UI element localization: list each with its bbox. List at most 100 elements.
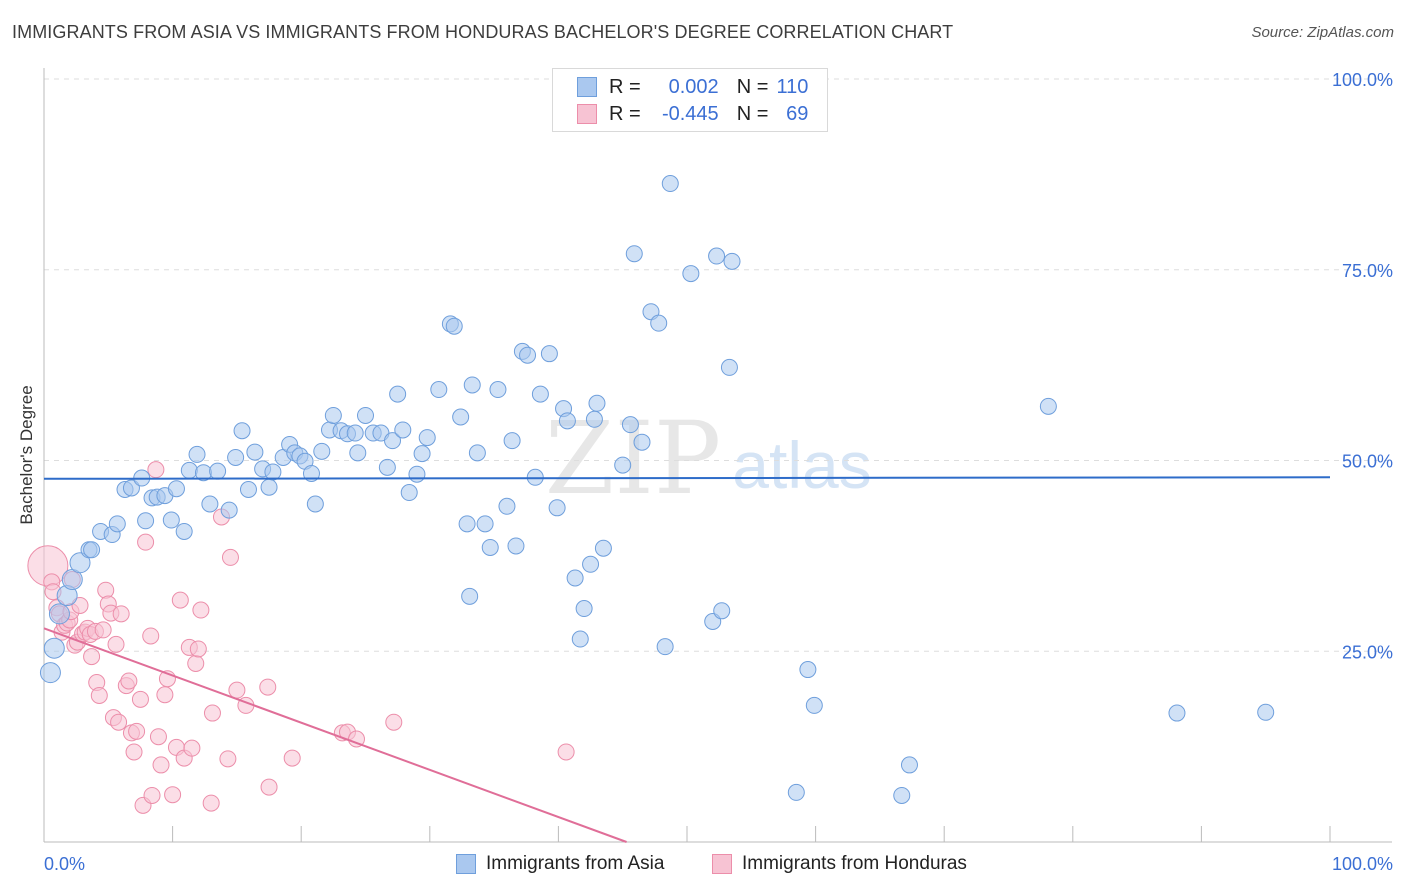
asia-point: [452, 408, 470, 426]
asia-point: [162, 511, 180, 529]
asia-point: [201, 495, 219, 513]
honduras-point: [187, 654, 205, 672]
asia-point: [585, 410, 603, 428]
asia-point: [893, 786, 911, 804]
source-note: Source: ZipAtlas.com: [1251, 24, 1394, 41]
asia-point: [346, 424, 364, 442]
asia-point: [661, 175, 679, 193]
y-tick-label: 75.0%: [1342, 261, 1393, 281]
trend-lines: [43, 476, 1331, 843]
asia-point: [313, 442, 331, 460]
asia-point: [531, 385, 549, 403]
legend-swatch-honduras: [577, 104, 597, 124]
asia-point: [458, 515, 476, 533]
chart-title: IMMIGRANTS FROM ASIA VS IMMIGRANTS FROM …: [12, 22, 954, 42]
asia-point: [69, 552, 91, 574]
asia-point: [548, 499, 566, 517]
asia-point: [723, 252, 741, 270]
honduras-point: [143, 786, 161, 804]
asia-point: [167, 480, 185, 498]
honduras-point: [94, 621, 112, 639]
asia-point: [83, 541, 101, 559]
asia-point: [302, 464, 320, 482]
asia-point: [1257, 703, 1275, 721]
honduras-point: [183, 739, 201, 757]
legend-r-value: -0.445: [661, 102, 719, 125]
asia-point: [227, 448, 245, 466]
honduras-point: [120, 672, 138, 690]
bottom-legend-honduras: Immigrants from Honduras: [712, 853, 967, 875]
honduras-point: [202, 794, 220, 812]
asia-point: [445, 317, 463, 335]
asia-point: [720, 358, 738, 376]
honduras-point: [152, 756, 170, 774]
asia-point: [656, 638, 674, 656]
asia-point: [463, 376, 481, 394]
asia-point: [188, 445, 206, 463]
honduras-point: [112, 605, 130, 623]
honduras-point: [228, 681, 246, 699]
y-tick-label: 100.0%: [1332, 70, 1393, 90]
grid: [44, 78, 1392, 652]
asia-point: [264, 463, 282, 481]
asia-point: [389, 385, 407, 403]
asia-point: [408, 465, 426, 483]
honduras-point: [131, 690, 149, 708]
honduras-point: [125, 743, 143, 761]
asia-point: [682, 265, 700, 283]
watermark-atlas: atlas: [732, 428, 871, 502]
honduras-point: [189, 640, 207, 658]
honduras-point: [71, 596, 89, 614]
asia-point: [625, 245, 643, 263]
asia-point: [594, 539, 612, 557]
bottom-legend-label-asia: Immigrants from Asia: [486, 853, 665, 874]
asia-point: [476, 515, 494, 533]
asia-point: [582, 555, 600, 573]
asia-point: [108, 515, 126, 533]
asia-point: [1039, 397, 1057, 415]
asia-point: [357, 406, 374, 424]
asia-point: [571, 630, 589, 648]
asia-point: [306, 495, 324, 513]
asia-point: [378, 458, 396, 476]
asia-point: [540, 345, 558, 363]
asia-point: [122, 479, 140, 497]
asia-point: [349, 444, 367, 462]
asia-point: [260, 478, 278, 496]
asia-point: [413, 445, 431, 463]
asia-point: [39, 662, 61, 684]
honduras-point: [147, 461, 165, 479]
asia-point: [137, 512, 155, 530]
bottom-legend-swatch-asia: [456, 854, 476, 874]
honduras-point: [283, 749, 301, 767]
asia-point: [239, 480, 257, 498]
honduras-point: [219, 750, 237, 768]
asia-point: [498, 497, 516, 515]
asia-point: [503, 432, 521, 450]
honduras-point: [192, 601, 210, 619]
honduras-point: [259, 678, 277, 696]
asia-point: [461, 587, 479, 605]
honduras-point: [260, 778, 278, 796]
asia-point: [805, 696, 823, 714]
tick-labels: 25.0% 50.0% 75.0% 100.0% 0.0% 100.0%: [44, 70, 1393, 874]
y-tick-label: 25.0%: [1342, 642, 1393, 662]
asia-point: [175, 522, 193, 540]
asia-point: [220, 501, 238, 519]
legend-row-asia: R = 0.002 N = 110: [577, 75, 808, 99]
asia-point: [43, 637, 65, 659]
asia-point: [708, 247, 726, 265]
asia-point: [507, 537, 525, 555]
asia-point: [588, 394, 606, 412]
legend-swatch-asia: [577, 77, 597, 97]
asia-point: [519, 346, 537, 364]
honduras-point: [385, 713, 403, 731]
x-tick-label: 0.0%: [44, 854, 85, 874]
asia-point: [614, 456, 632, 474]
asia-point: [233, 422, 251, 440]
asia-point: [400, 484, 418, 502]
honduras-point: [203, 704, 221, 722]
asia-point: [799, 661, 817, 679]
honduras-point: [137, 533, 155, 551]
asia-point: [481, 538, 499, 556]
